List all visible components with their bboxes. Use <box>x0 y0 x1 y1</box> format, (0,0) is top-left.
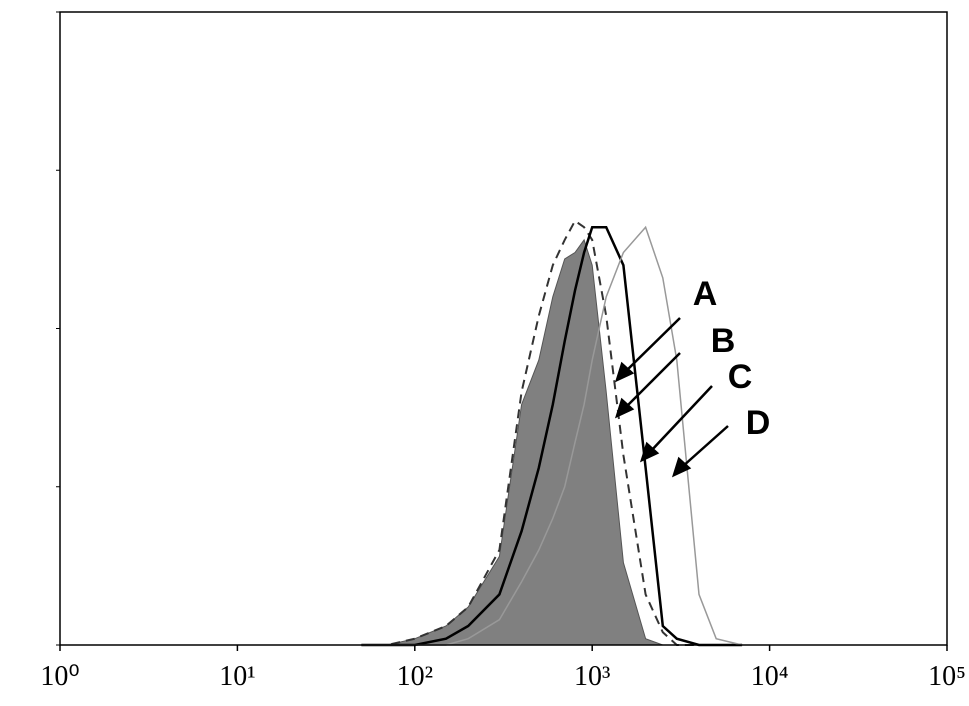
arrow-head <box>614 361 635 383</box>
arrow-head <box>671 456 692 478</box>
x-tick-label: 10² <box>397 661 433 692</box>
annotation: B <box>711 322 736 360</box>
annotation: D <box>746 404 771 442</box>
arrow <box>681 425 729 468</box>
x-tick-label: 10⁰ <box>40 661 79 692</box>
arrow <box>624 317 681 373</box>
annotation: C <box>728 358 753 396</box>
arrow-head <box>639 441 660 463</box>
x-tick-label: 10⁴ <box>751 661 789 692</box>
line <box>361 225 743 647</box>
x-tick-label: 10⁵ <box>928 661 966 692</box>
arrow <box>624 352 681 409</box>
arrows <box>614 317 729 478</box>
annotation: A <box>693 275 718 313</box>
arrow <box>649 385 713 453</box>
line <box>361 225 743 646</box>
x-tick-label: 10¹ <box>219 661 255 692</box>
x-tick-label: 10³ <box>574 661 610 692</box>
arrow-head <box>614 397 635 419</box>
plot <box>361 219 743 647</box>
line <box>361 219 743 646</box>
